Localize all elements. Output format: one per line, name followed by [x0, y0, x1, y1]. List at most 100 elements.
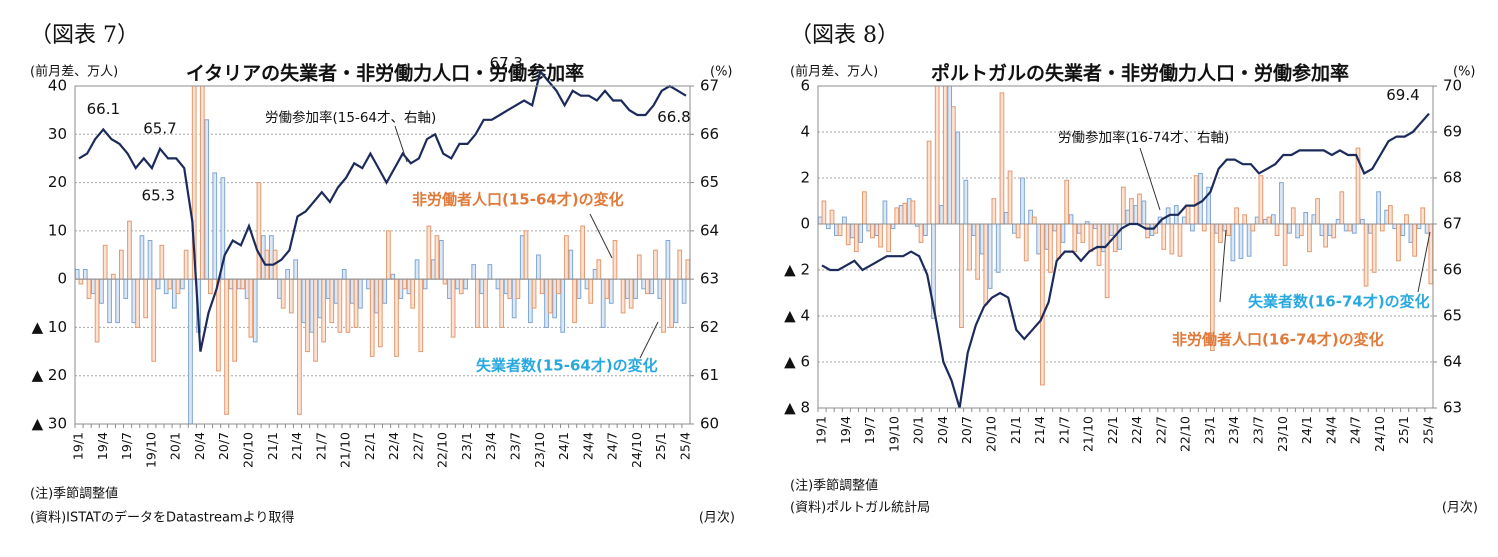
- bar: [971, 223, 977, 236]
- x-tick-label: 20/10: [240, 432, 255, 468]
- bar: [1080, 223, 1086, 243]
- bar: [1408, 223, 1414, 243]
- bar: [665, 240, 671, 280]
- leader-line: [589, 213, 613, 259]
- bar: [341, 268, 347, 280]
- leader-line: [639, 321, 659, 359]
- bar: [256, 182, 262, 280]
- bar: [829, 209, 835, 225]
- bar: [131, 278, 137, 324]
- bar: [910, 200, 916, 225]
- bar: [681, 278, 687, 304]
- bar: [592, 268, 598, 280]
- bar: [325, 278, 331, 299]
- x-tick-label: 24/1: [1299, 416, 1314, 444]
- bar: [1274, 223, 1280, 236]
- bar: [377, 278, 383, 348]
- bar: [288, 278, 294, 314]
- bar: [1392, 223, 1398, 230]
- bar: [991, 198, 997, 225]
- bar: [309, 278, 315, 333]
- bar: [75, 268, 80, 280]
- bar: [434, 235, 440, 280]
- bar: [1076, 223, 1082, 234]
- bar: [934, 86, 940, 225]
- bar: [1031, 216, 1037, 225]
- bar: [515, 278, 521, 299]
- bar: [1359, 218, 1365, 225]
- note: (資料)ポルトガル統計局: [790, 500, 930, 516]
- bar: [1226, 223, 1231, 236]
- bar: [475, 278, 480, 328]
- bar: [926, 140, 932, 225]
- plot-frame: [817, 85, 1434, 409]
- x-tick-label: 21/10: [1081, 416, 1096, 452]
- bar: [890, 223, 896, 230]
- bar: [673, 278, 679, 324]
- bar: [1282, 223, 1288, 266]
- bar: [1379, 223, 1385, 232]
- bar: [1072, 223, 1078, 253]
- y-tick-label: ▲ 8: [784, 399, 810, 417]
- bar: [1311, 214, 1317, 225]
- x-tick-label: 22/7: [1153, 416, 1168, 444]
- x-tick-label: 20/7: [959, 416, 974, 444]
- value-label: 65.7: [143, 119, 176, 137]
- bar: [285, 268, 290, 280]
- bar: [1323, 223, 1328, 248]
- x-tick-label: 19/7: [862, 416, 877, 444]
- bar: [115, 278, 121, 324]
- series-label: 非労働者人口(16-74才)の変化: [1172, 331, 1384, 349]
- x-tick-label: 21/7: [1056, 416, 1071, 444]
- bar: [313, 278, 318, 362]
- bar: [1181, 216, 1187, 225]
- bar: [1040, 223, 1045, 386]
- y-tick-label: 0: [57, 270, 67, 288]
- y2-tick-label: 66: [700, 125, 719, 143]
- bar: [171, 278, 177, 309]
- bar: [277, 278, 282, 299]
- bar: [244, 278, 250, 299]
- x-tick-label: 24/7: [605, 432, 620, 460]
- y-tick-label: ▲ 4: [784, 307, 810, 325]
- x-tick-label: 24/1: [556, 432, 571, 460]
- leader-line: [1139, 147, 1161, 211]
- y2-tick-label: 67: [1443, 215, 1462, 233]
- leader-line: [1219, 229, 1227, 303]
- bar: [228, 278, 234, 290]
- bar: [1109, 223, 1114, 236]
- bar: [995, 223, 1001, 273]
- bar: [240, 278, 246, 290]
- bar: [906, 198, 912, 225]
- bar: [923, 223, 928, 236]
- bar: [1044, 223, 1050, 250]
- bar: [511, 278, 517, 319]
- y-tick-label: 20: [48, 173, 67, 191]
- bar: [564, 235, 569, 280]
- x-tick-label: 19/10: [886, 416, 901, 452]
- bar: [588, 278, 594, 304]
- bar: [837, 223, 843, 236]
- y2-tick-label: 64: [1443, 353, 1462, 371]
- chart-title: ポルトガルの失業者・非労働力人口・労働参加率: [931, 62, 1349, 85]
- bar: [641, 278, 646, 290]
- bar: [463, 278, 468, 290]
- bar: [1246, 223, 1252, 257]
- bar: [1052, 223, 1058, 232]
- plot-frame: [74, 85, 691, 425]
- bar: [224, 278, 229, 415]
- bar: [596, 259, 602, 280]
- bar: [628, 278, 634, 309]
- bar: [1141, 200, 1147, 225]
- bar: [183, 249, 189, 280]
- bar: [1036, 223, 1042, 255]
- bar: [1363, 223, 1369, 287]
- bar: [127, 220, 132, 280]
- y2-tick-label: 65: [700, 173, 719, 191]
- bar: [1327, 223, 1333, 236]
- x-tick-label: 21/10: [338, 432, 353, 468]
- bar: [1368, 223, 1373, 234]
- bar: [123, 278, 129, 299]
- bar: [455, 278, 460, 290]
- x-tick-label: 19/7: [119, 432, 134, 460]
